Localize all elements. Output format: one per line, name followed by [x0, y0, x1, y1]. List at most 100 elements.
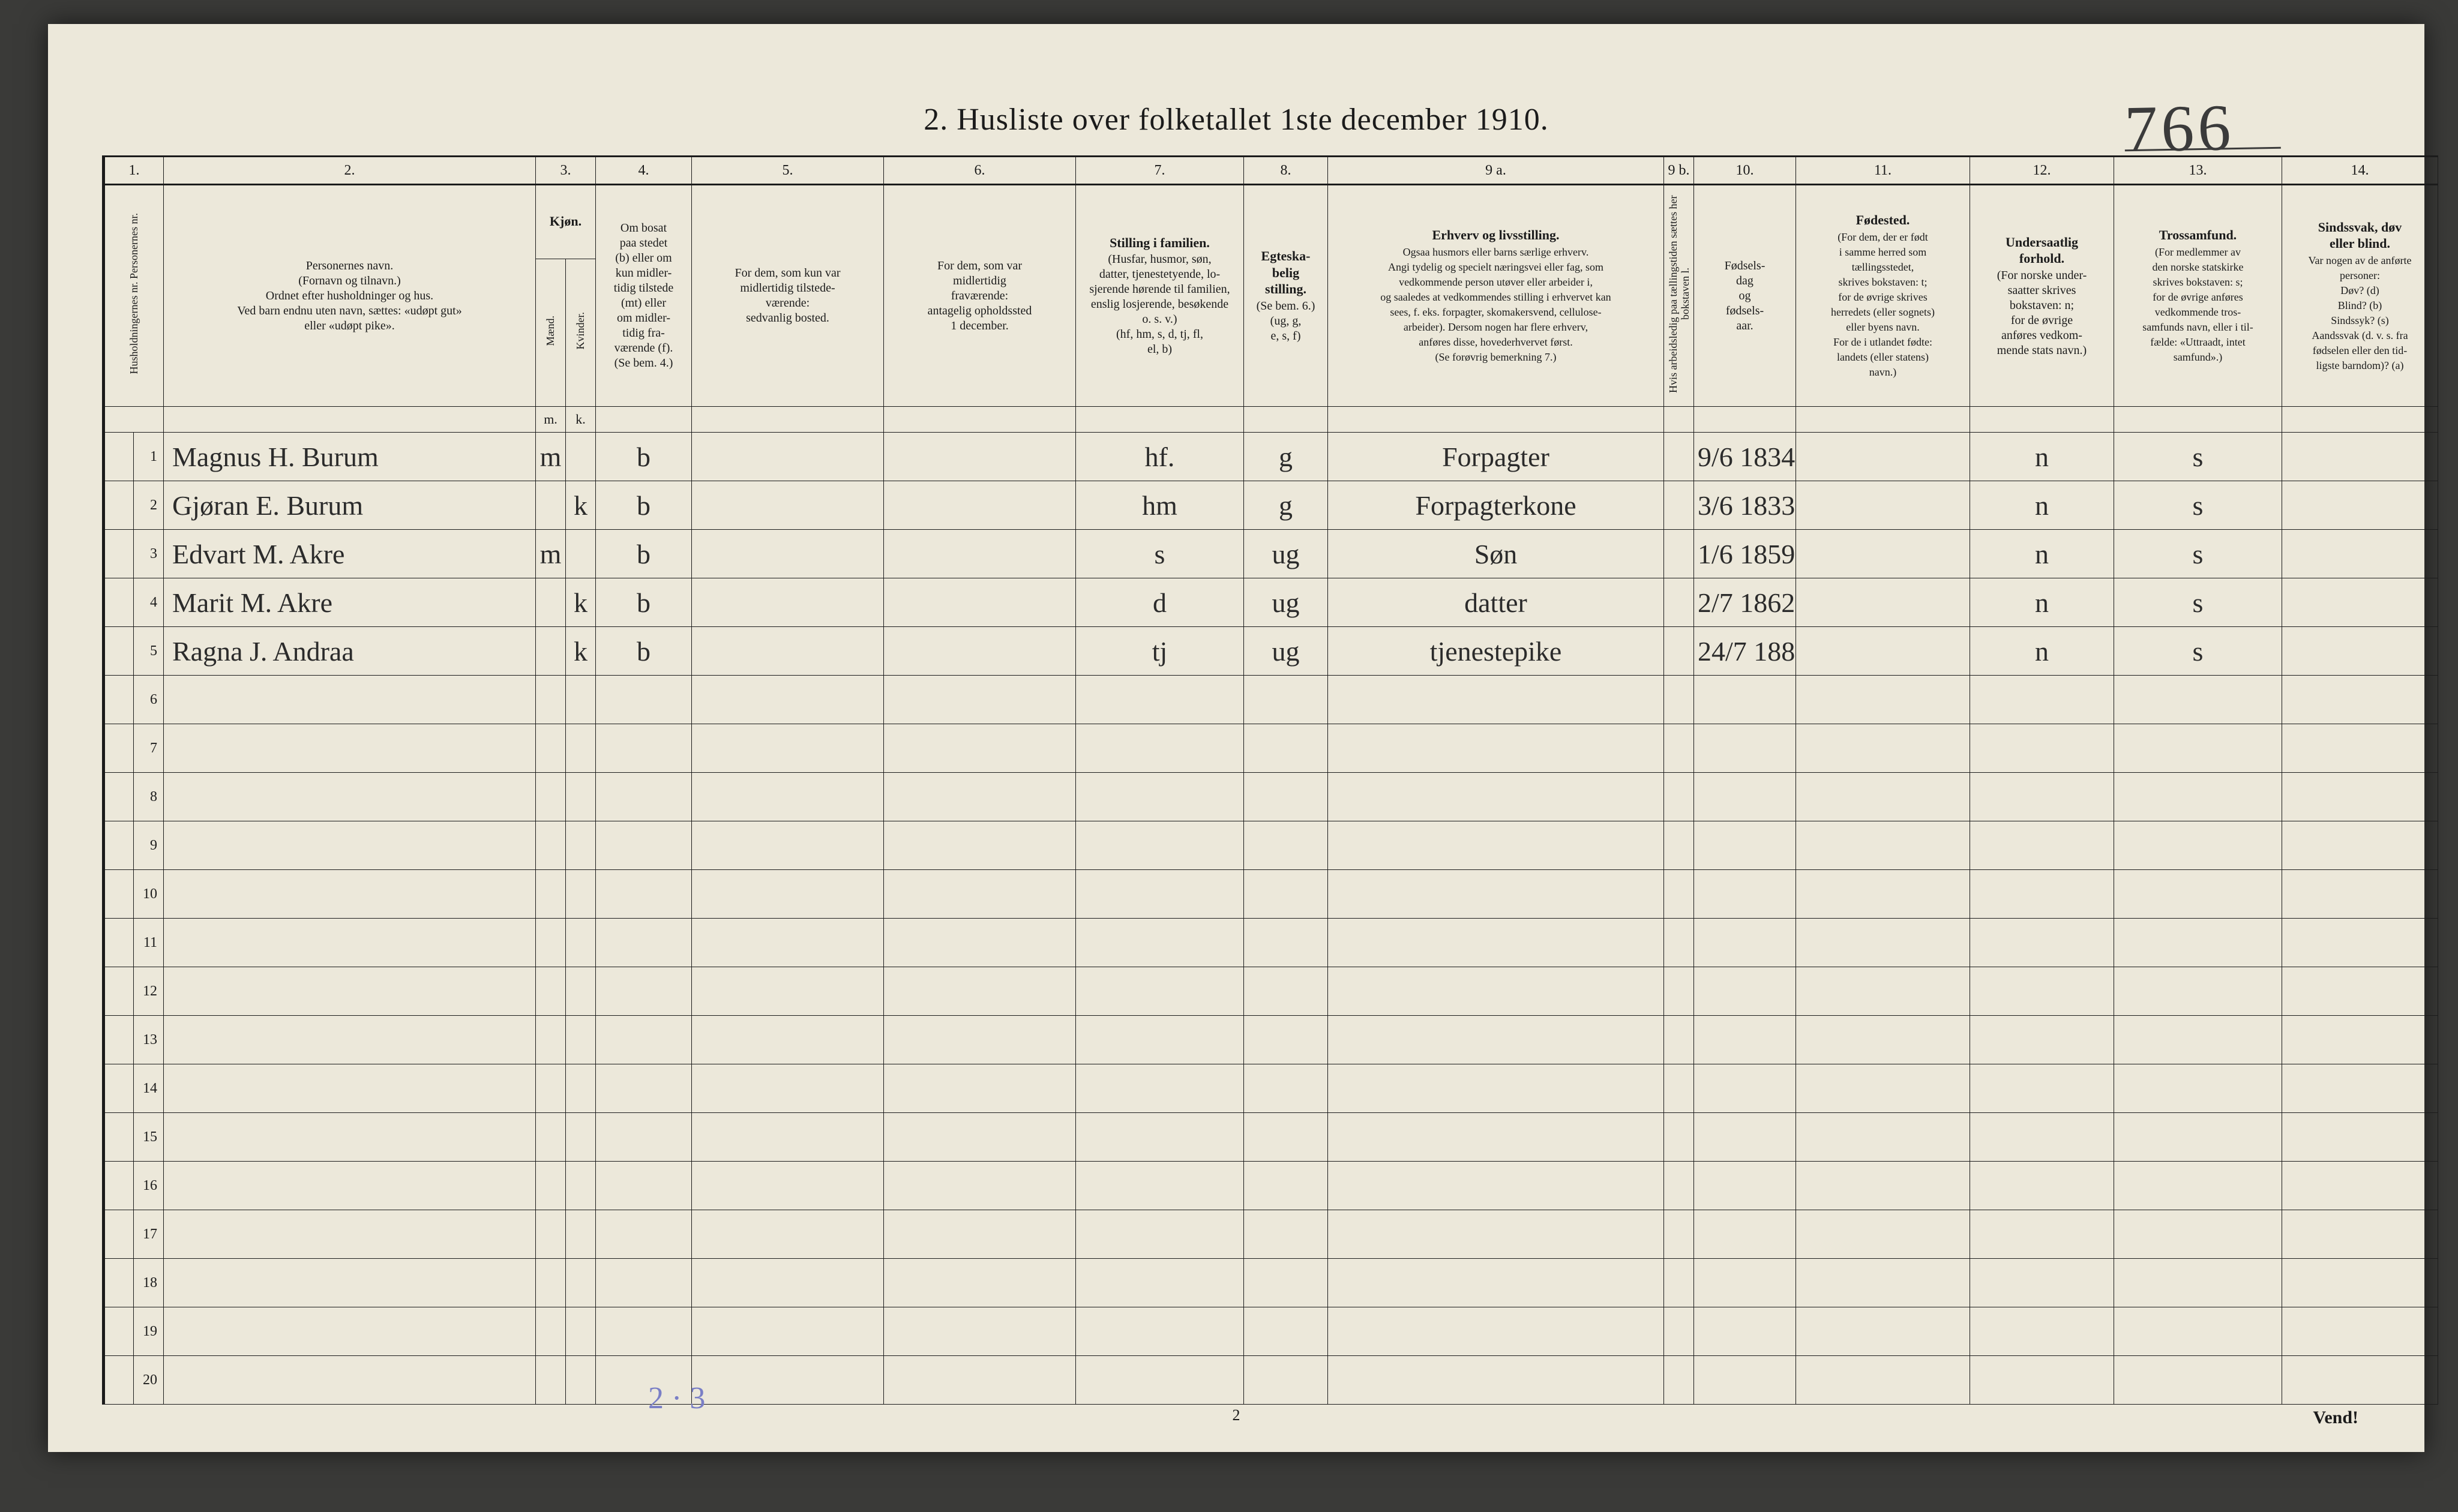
table-cell	[2114, 1016, 2282, 1064]
sex-m-label: m.	[536, 407, 566, 433]
table-cell	[104, 821, 134, 870]
table-cell: 15	[134, 1113, 164, 1162]
table-cell: 24/7 1882	[1694, 627, 1796, 676]
table-cell	[1970, 1210, 2114, 1259]
table-row: 2Gjøran E. BurumkbhmgForpagterkone3/6 18…	[104, 481, 2438, 530]
hdr-3-title: Kjøn.	[536, 185, 596, 259]
table-cell	[1970, 919, 2114, 967]
table-cell: m	[536, 433, 566, 481]
table-cell: s	[1076, 530, 1244, 578]
hdr-12: Undersaatlig forhold. (For norske under-…	[1970, 185, 2114, 407]
table-cell	[1796, 627, 1970, 676]
table-cell	[884, 481, 1076, 530]
table-cell	[1796, 1307, 1970, 1356]
table-cell	[596, 821, 692, 870]
table-cell	[692, 1016, 884, 1064]
table-cell	[1076, 1307, 1244, 1356]
table-cell	[884, 1307, 1076, 1356]
table-cell	[884, 433, 1076, 481]
table-cell	[1970, 1064, 2114, 1113]
table-cell	[1796, 1356, 1970, 1405]
census-page: 766 2. Husliste over folketallet 1ste de…	[48, 24, 2424, 1452]
table-cell	[692, 627, 884, 676]
table-cell	[884, 676, 1076, 724]
colnum-7: 7.	[1076, 157, 1244, 185]
bottom-handwritten-note: 2 · 3	[648, 1381, 705, 1416]
table-row: 11	[104, 919, 2438, 967]
table-cell	[566, 1259, 596, 1307]
table-cell: 3	[134, 530, 164, 578]
table-row: 20	[104, 1356, 2438, 1405]
table-cell: k	[566, 481, 596, 530]
table-cell	[536, 1113, 566, 1162]
hdr-4: Om bosat paa stedet (b) eller om kun mid…	[596, 185, 692, 407]
table-cell: Marit M. Akre	[164, 578, 536, 627]
table-cell	[566, 676, 596, 724]
table-cell: 19	[134, 1307, 164, 1356]
table-cell	[1970, 821, 2114, 870]
table-cell	[2282, 627, 2438, 676]
table-cell	[104, 530, 134, 578]
table-cell: ug	[1244, 530, 1328, 578]
table-cell	[536, 1259, 566, 1307]
bottom-printed-pageno: 2	[1233, 1406, 1240, 1424]
table-cell	[1328, 1259, 1664, 1307]
table-cell	[1796, 578, 1970, 627]
table-cell: 16	[134, 1162, 164, 1210]
table-cell	[1970, 1356, 2114, 1405]
table-cell	[596, 724, 692, 773]
table-cell	[1244, 1016, 1328, 1064]
table-cell	[1664, 919, 1694, 967]
table-cell	[104, 773, 134, 821]
table-cell	[1796, 1259, 1970, 1307]
table-cell	[1244, 1356, 1328, 1405]
table-cell	[536, 1016, 566, 1064]
table-cell: hf.	[1076, 433, 1244, 481]
table-cell	[104, 578, 134, 627]
table-cell	[536, 724, 566, 773]
table-cell	[1694, 967, 1796, 1016]
table-cell: g	[1244, 481, 1328, 530]
table-cell	[2114, 870, 2282, 919]
colnum-5: 5.	[692, 157, 884, 185]
table-cell	[884, 1356, 1076, 1405]
table-cell	[566, 870, 596, 919]
table-cell	[104, 1259, 134, 1307]
table-cell	[2114, 1064, 2282, 1113]
hdr-14: Sindssvak, døv eller blind. Var nogen av…	[2282, 185, 2438, 407]
table-cell	[1694, 1113, 1796, 1162]
hdr-9b: Hvis arbeidsledig paa tællingstiden sætt…	[1664, 185, 1694, 407]
table-cell	[2282, 773, 2438, 821]
table-cell	[104, 1307, 134, 1356]
table-row: 17	[104, 1210, 2438, 1259]
table-cell	[104, 724, 134, 773]
table-cell	[596, 773, 692, 821]
table-cell	[104, 870, 134, 919]
table-cell	[1328, 919, 1664, 967]
table-row: 18	[104, 1259, 2438, 1307]
table-cell	[1694, 1307, 1796, 1356]
table-row: 7	[104, 724, 2438, 773]
table-cell: 2/7 1862	[1694, 578, 1796, 627]
table-cell: 6	[134, 676, 164, 724]
table-row: 10	[104, 870, 2438, 919]
table-cell	[566, 724, 596, 773]
table-cell	[2282, 433, 2438, 481]
table-cell	[164, 1162, 536, 1210]
table-cell	[2282, 1016, 2438, 1064]
table-cell	[692, 481, 884, 530]
table-cell	[2282, 1113, 2438, 1162]
table-cell: 5	[134, 627, 164, 676]
table-cell	[596, 919, 692, 967]
table-cell: hm	[1076, 481, 1244, 530]
hdr-9a: Erhverv og livsstilling. Ogsaa husmors e…	[1328, 185, 1664, 407]
table-cell	[1664, 821, 1694, 870]
table-cell	[2114, 1307, 2282, 1356]
colnum-6: 6.	[884, 157, 1076, 185]
table-cell	[692, 433, 884, 481]
table-cell	[1244, 967, 1328, 1016]
sex-mk-row: m. k.	[104, 407, 2438, 433]
table-cell	[1694, 724, 1796, 773]
table-cell	[1244, 676, 1328, 724]
table-cell	[566, 773, 596, 821]
